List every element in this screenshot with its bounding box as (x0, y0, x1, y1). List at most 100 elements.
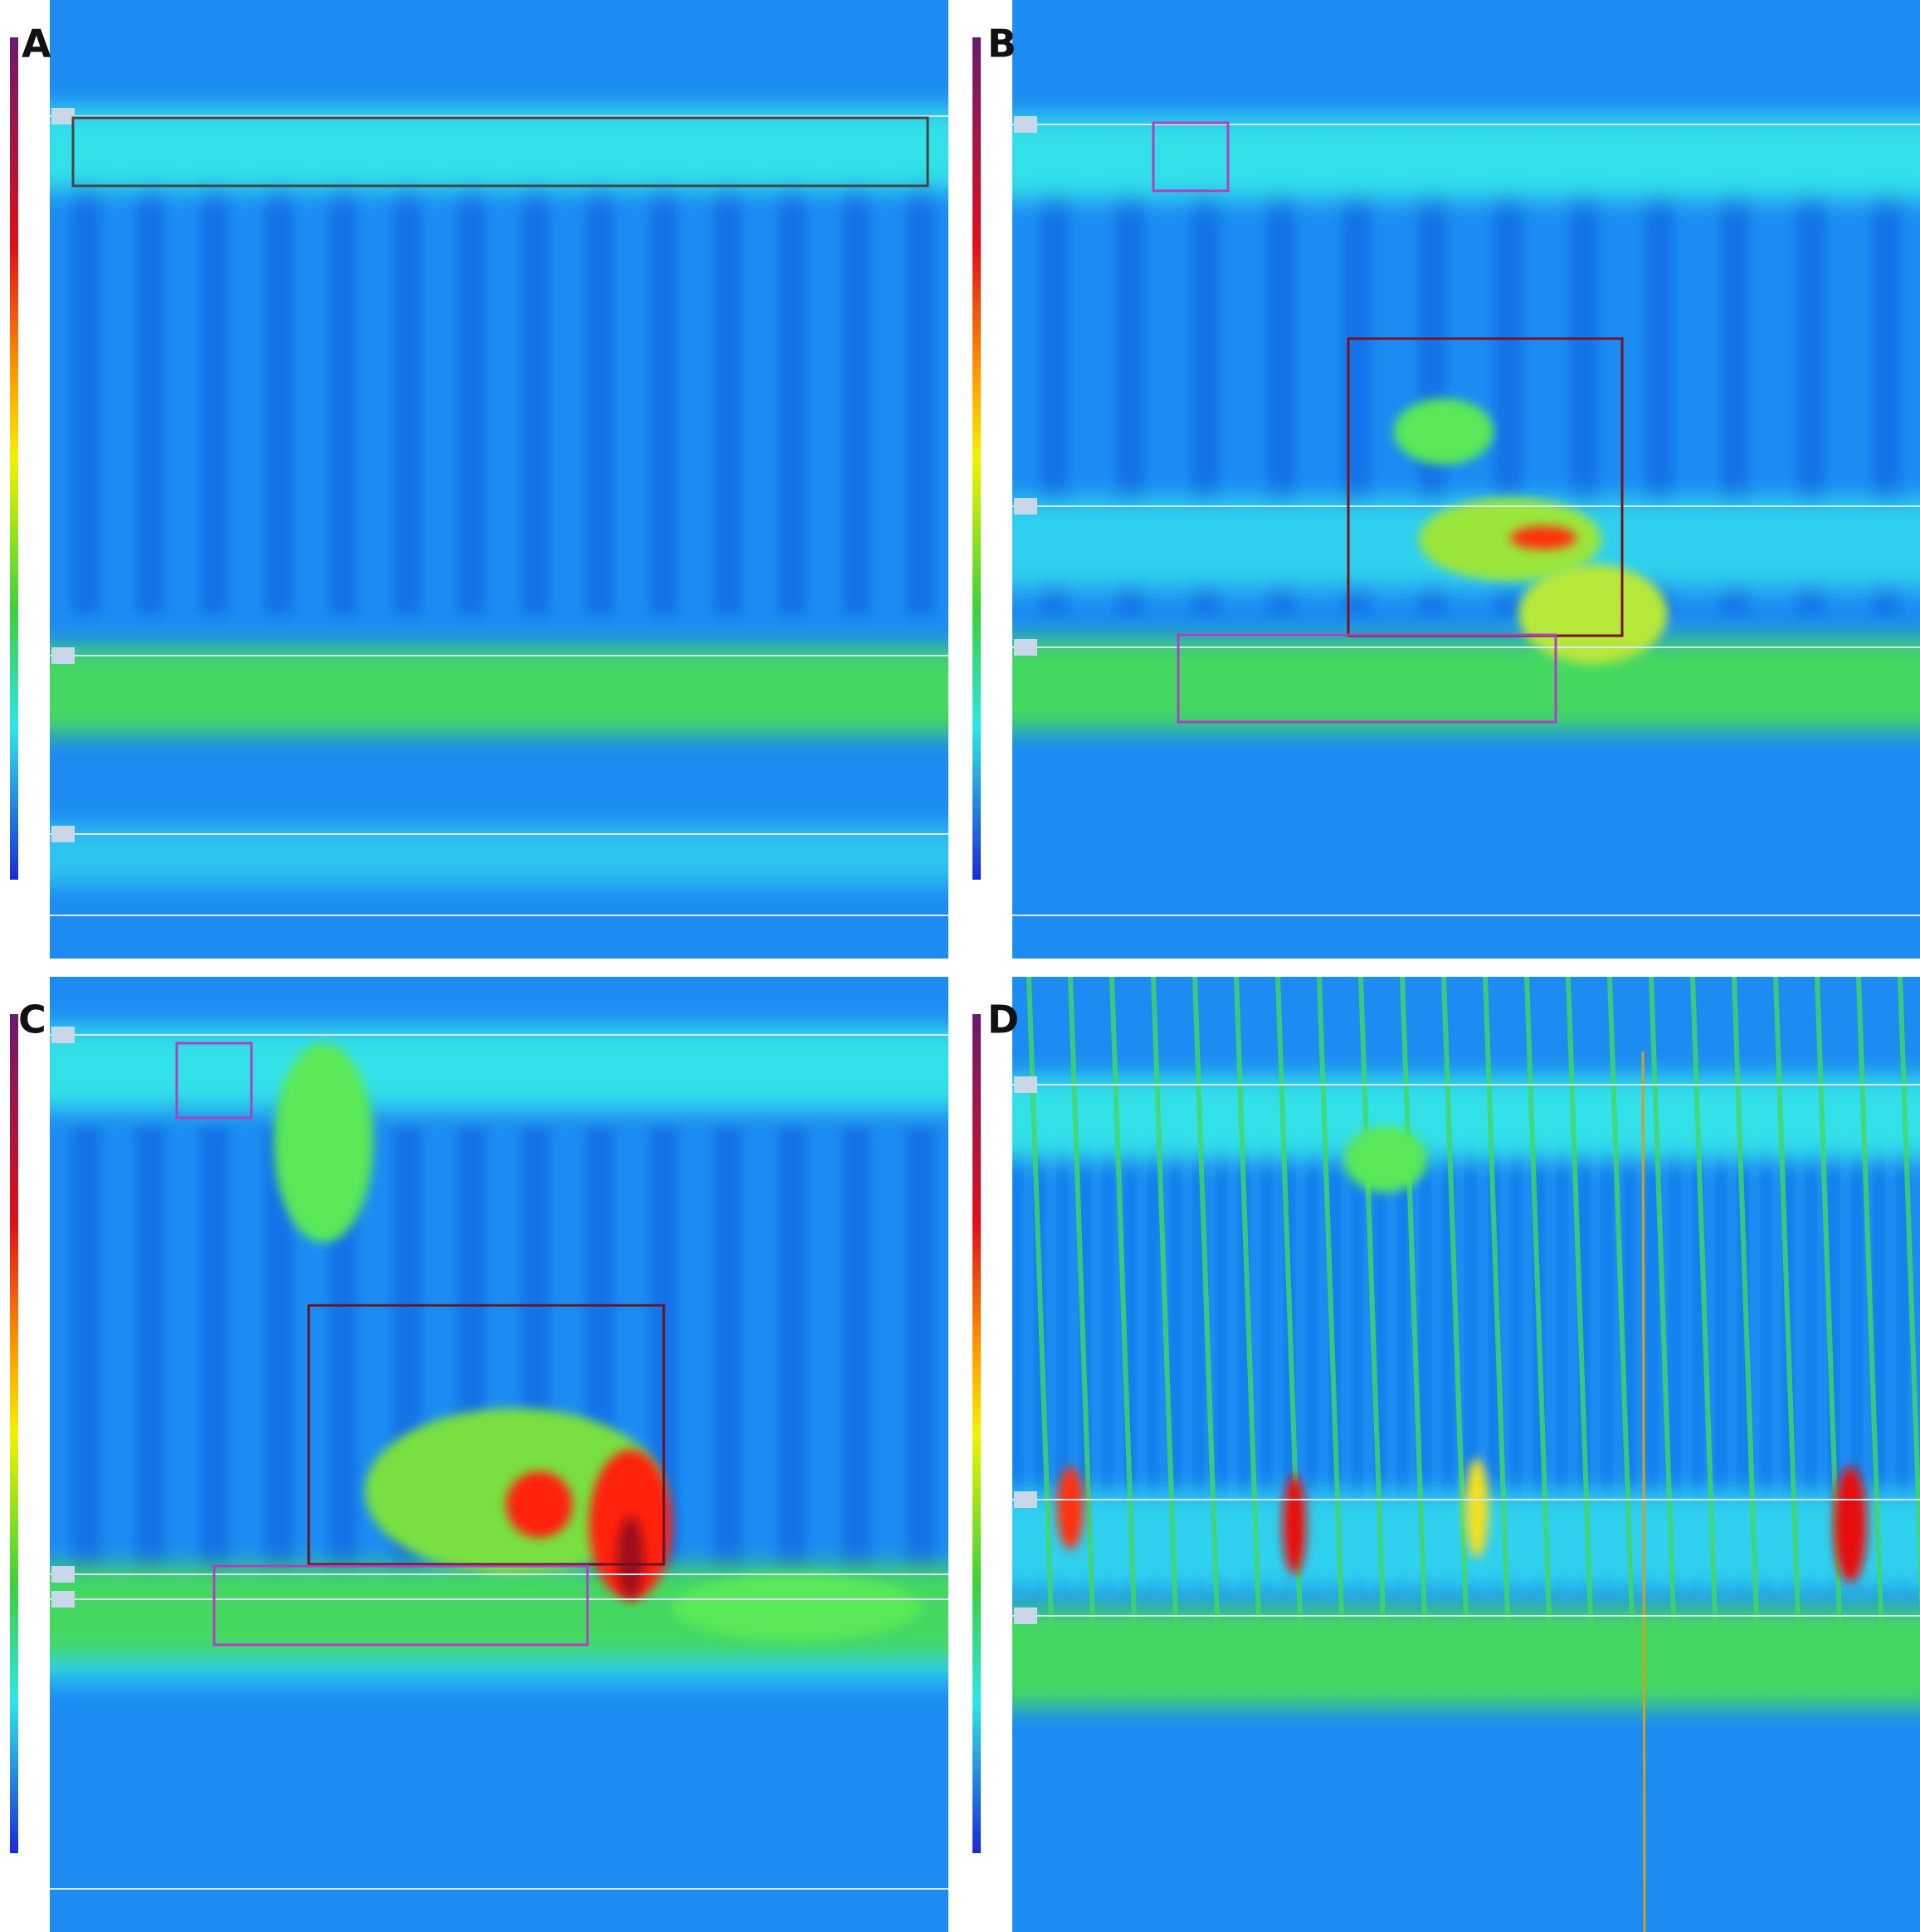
stripe (1671, 1126, 1679, 1591)
stripe (1490, 1126, 1498, 1591)
peristaltic-wave (1192, 977, 1222, 1691)
stripe (1149, 1126, 1157, 1591)
stripe (1807, 1126, 1815, 1591)
stripe (1898, 1126, 1906, 1591)
peristaltic-wave (1275, 977, 1305, 1691)
panel-label: A (22, 22, 51, 66)
stripe (1421, 1126, 1429, 1591)
stripe (392, 149, 422, 614)
pressure-blob (1419, 498, 1601, 581)
stripe (1830, 1126, 1838, 1591)
peristaltic-wave (1358, 977, 1388, 1691)
pressure-blob (1465, 1458, 1489, 1558)
stripe (1172, 1126, 1180, 1591)
sensor-tag (51, 108, 75, 124)
peristaltic-wave (1607, 977, 1637, 1691)
panel-label: D (987, 998, 1019, 1042)
stripe (136, 149, 165, 614)
pressure-blob (1834, 1466, 1867, 1583)
panel (0, 977, 948, 1932)
peristaltic-wave (1068, 977, 1098, 1691)
color-bar (10, 1014, 18, 1853)
peristaltic-wave (1524, 977, 1554, 1691)
stripe (1694, 1126, 1702, 1591)
stripe (200, 1126, 229, 1591)
panel (962, 977, 1920, 1932)
peristaltic-wave (1026, 977, 1056, 1691)
color-bar (10, 37, 18, 880)
stripe (456, 149, 485, 614)
peristaltic-wave (1234, 977, 1264, 1691)
stripe (906, 149, 935, 614)
pressure-blob (1344, 1126, 1427, 1193)
sensor-tag (1014, 1076, 1037, 1093)
stripe (1377, 1126, 1384, 1591)
stripe (136, 1126, 165, 1591)
pressure-band (50, 108, 948, 191)
peristaltic-wave (1815, 977, 1844, 1691)
stripe (1558, 1126, 1566, 1591)
pressure-band (1012, 116, 1920, 199)
plot (50, 977, 948, 1932)
sensor-tag (1014, 116, 1037, 133)
peristaltic-wave (1773, 977, 1803, 1691)
peristaltic-wave (1441, 977, 1471, 1691)
stripe (200, 149, 229, 614)
stripe (329, 149, 358, 614)
stripe (649, 149, 678, 614)
stripe (1467, 1126, 1474, 1591)
stripe (1513, 1126, 1520, 1591)
pressure-band (1012, 639, 1920, 730)
peristaltic-wave (1483, 977, 1513, 1691)
region-box (1152, 121, 1230, 193)
peristaltic-wave (1151, 977, 1181, 1691)
plot (1012, 0, 1920, 959)
stripe (1717, 1126, 1724, 1591)
plot (50, 0, 948, 959)
stripe (521, 149, 550, 614)
stripe (1353, 1126, 1361, 1591)
color-bar (972, 37, 981, 880)
pressure-blob (274, 1043, 373, 1242)
stripe (841, 1126, 870, 1591)
peristaltic-wave (1649, 977, 1679, 1691)
stripe (1104, 1126, 1112, 1591)
peristaltic-wave (1400, 977, 1430, 1691)
panel (0, 0, 948, 959)
pressure-blob (617, 1516, 644, 1599)
sensor-tag (1014, 1608, 1037, 1624)
sensor-tag (1014, 639, 1037, 656)
pressure-blob (506, 1471, 573, 1538)
panel-label: B (987, 22, 1016, 66)
panel-label: C (18, 998, 46, 1042)
sensor-tag (51, 1591, 75, 1608)
peristaltic-wave (1566, 977, 1596, 1691)
stripe (714, 149, 743, 614)
stripe (1217, 1126, 1225, 1591)
stripe (71, 149, 100, 614)
plot (1012, 977, 1920, 1932)
stripe (777, 149, 806, 614)
pressure-band (50, 1027, 948, 1110)
sensor-tag (51, 647, 75, 664)
sensor-tag (51, 1566, 75, 1583)
artifact (1641, 1051, 1646, 1932)
pressure-band (50, 826, 948, 884)
panel (962, 0, 1920, 959)
region-box (212, 1564, 589, 1647)
sensor-tag (1014, 1491, 1037, 1508)
pressure-band (1012, 1491, 1920, 1591)
peristaltic-wave (1109, 977, 1139, 1691)
stripe (1649, 1126, 1656, 1591)
pressure-blob (1510, 526, 1576, 549)
sensor-tag (51, 826, 75, 842)
region-box (175, 1042, 253, 1120)
sensor-tag (51, 1027, 75, 1043)
stripe (264, 149, 293, 614)
peristaltic-wave (1856, 977, 1886, 1691)
pressure-blob (1394, 398, 1494, 465)
pressure-band (50, 647, 948, 734)
region-box (1177, 633, 1557, 724)
